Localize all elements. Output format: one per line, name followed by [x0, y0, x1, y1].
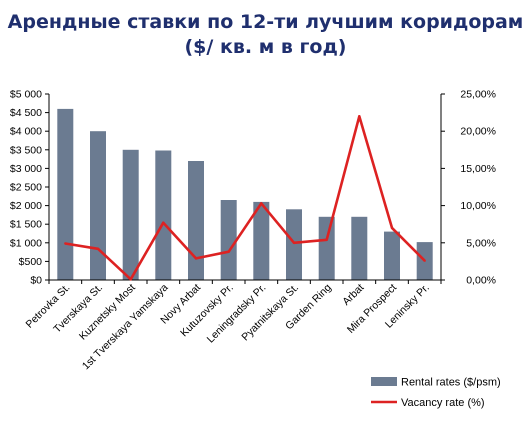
category-labels: Petrovka St.Tverskaya St.Kuznetsky Most1…: [24, 282, 432, 373]
left-tick-label: $2 500: [10, 182, 42, 194]
bar-1: [57, 108, 74, 281]
legend-label-rental: Rental rates ($/psm): [401, 377, 501, 389]
bar-9: [318, 216, 335, 280]
right-tick-label: 15,00%: [460, 163, 496, 175]
chart-title-line1: Арендные ставки по 12-ти лучшим коридора…: [7, 11, 524, 33]
left-tick-label: $0: [30, 275, 42, 287]
vacancy-point-6: [227, 250, 230, 253]
bar-2: [90, 131, 106, 280]
line-series: [64, 115, 426, 281]
vacancy-point-1: [64, 242, 67, 245]
right-tick-label: 20,00%: [460, 126, 496, 138]
legend-swatch-rental: [371, 377, 397, 386]
right-tick-label: 25,00%: [460, 89, 496, 101]
vacancy-point-8: [292, 241, 296, 244]
bar-10: [351, 216, 368, 280]
vacancy-line: [65, 115, 426, 281]
vacancy-point-12: [423, 259, 426, 262]
bar-6: [220, 200, 237, 280]
category-label-10: Arbat: [340, 282, 366, 308]
vacancy-point-4: [162, 221, 165, 224]
axes: [45, 93, 445, 284]
bar-7: [253, 201, 270, 280]
category-label-7: Leningradsky Pr.: [205, 282, 269, 346]
legend-label-vacancy: Vacancy rate (%): [401, 397, 485, 409]
legend: Rental rates ($/psm) Vacancy rate (%): [371, 377, 501, 409]
left-tick-label: $1 000: [10, 237, 42, 249]
category-label-8: Pyatnitskaya St.: [239, 282, 301, 344]
category-label-3: Kuznetsky Most: [77, 282, 138, 343]
right-axis-ticks: 0,00% 5,00% 10,00% 15,00% 20,00% 25,00%: [460, 89, 496, 287]
bar-3: [122, 149, 139, 280]
bar-4: [155, 150, 172, 280]
left-tick-label: $1 500: [10, 219, 42, 231]
bar-11: [384, 231, 400, 280]
left-tick-label: $3 000: [10, 163, 42, 175]
vacancy-point-11: [390, 226, 394, 230]
vacancy-point-5: [194, 257, 198, 260]
vacancy-point-3: [129, 278, 132, 281]
chart-title-line2: ($/ кв. м в год): [184, 36, 347, 58]
right-tick-label: 5,00%: [466, 237, 496, 249]
left-tick-label: $4 000: [10, 126, 42, 138]
left-axis-ticks: $0 $500 $1 000 $1 500 $2 000 $2 500 $3 000 $3 5…: [10, 89, 42, 287]
vacancy-point-2: [96, 247, 100, 250]
chart-title: Арендные ставки по 12-ти лучшим коридора…: [0, 10, 531, 60]
vacancy-point-9: [325, 238, 328, 241]
left-tick-label: $5 000: [10, 89, 42, 101]
bar-8: [286, 209, 302, 280]
left-tick-label: $2 000: [10, 200, 42, 212]
bar-series: [57, 108, 433, 281]
left-tick-label: $4 500: [10, 107, 42, 119]
left-tick-label: $3 500: [10, 144, 42, 156]
bar-5: [188, 161, 204, 280]
right-tick-label: 10,00%: [460, 200, 496, 212]
vacancy-point-7: [260, 202, 263, 205]
left-tick-label: $500: [19, 256, 43, 268]
right-tick-label: 0,00%: [466, 275, 496, 287]
vacancy-point-10: [358, 115, 361, 118]
